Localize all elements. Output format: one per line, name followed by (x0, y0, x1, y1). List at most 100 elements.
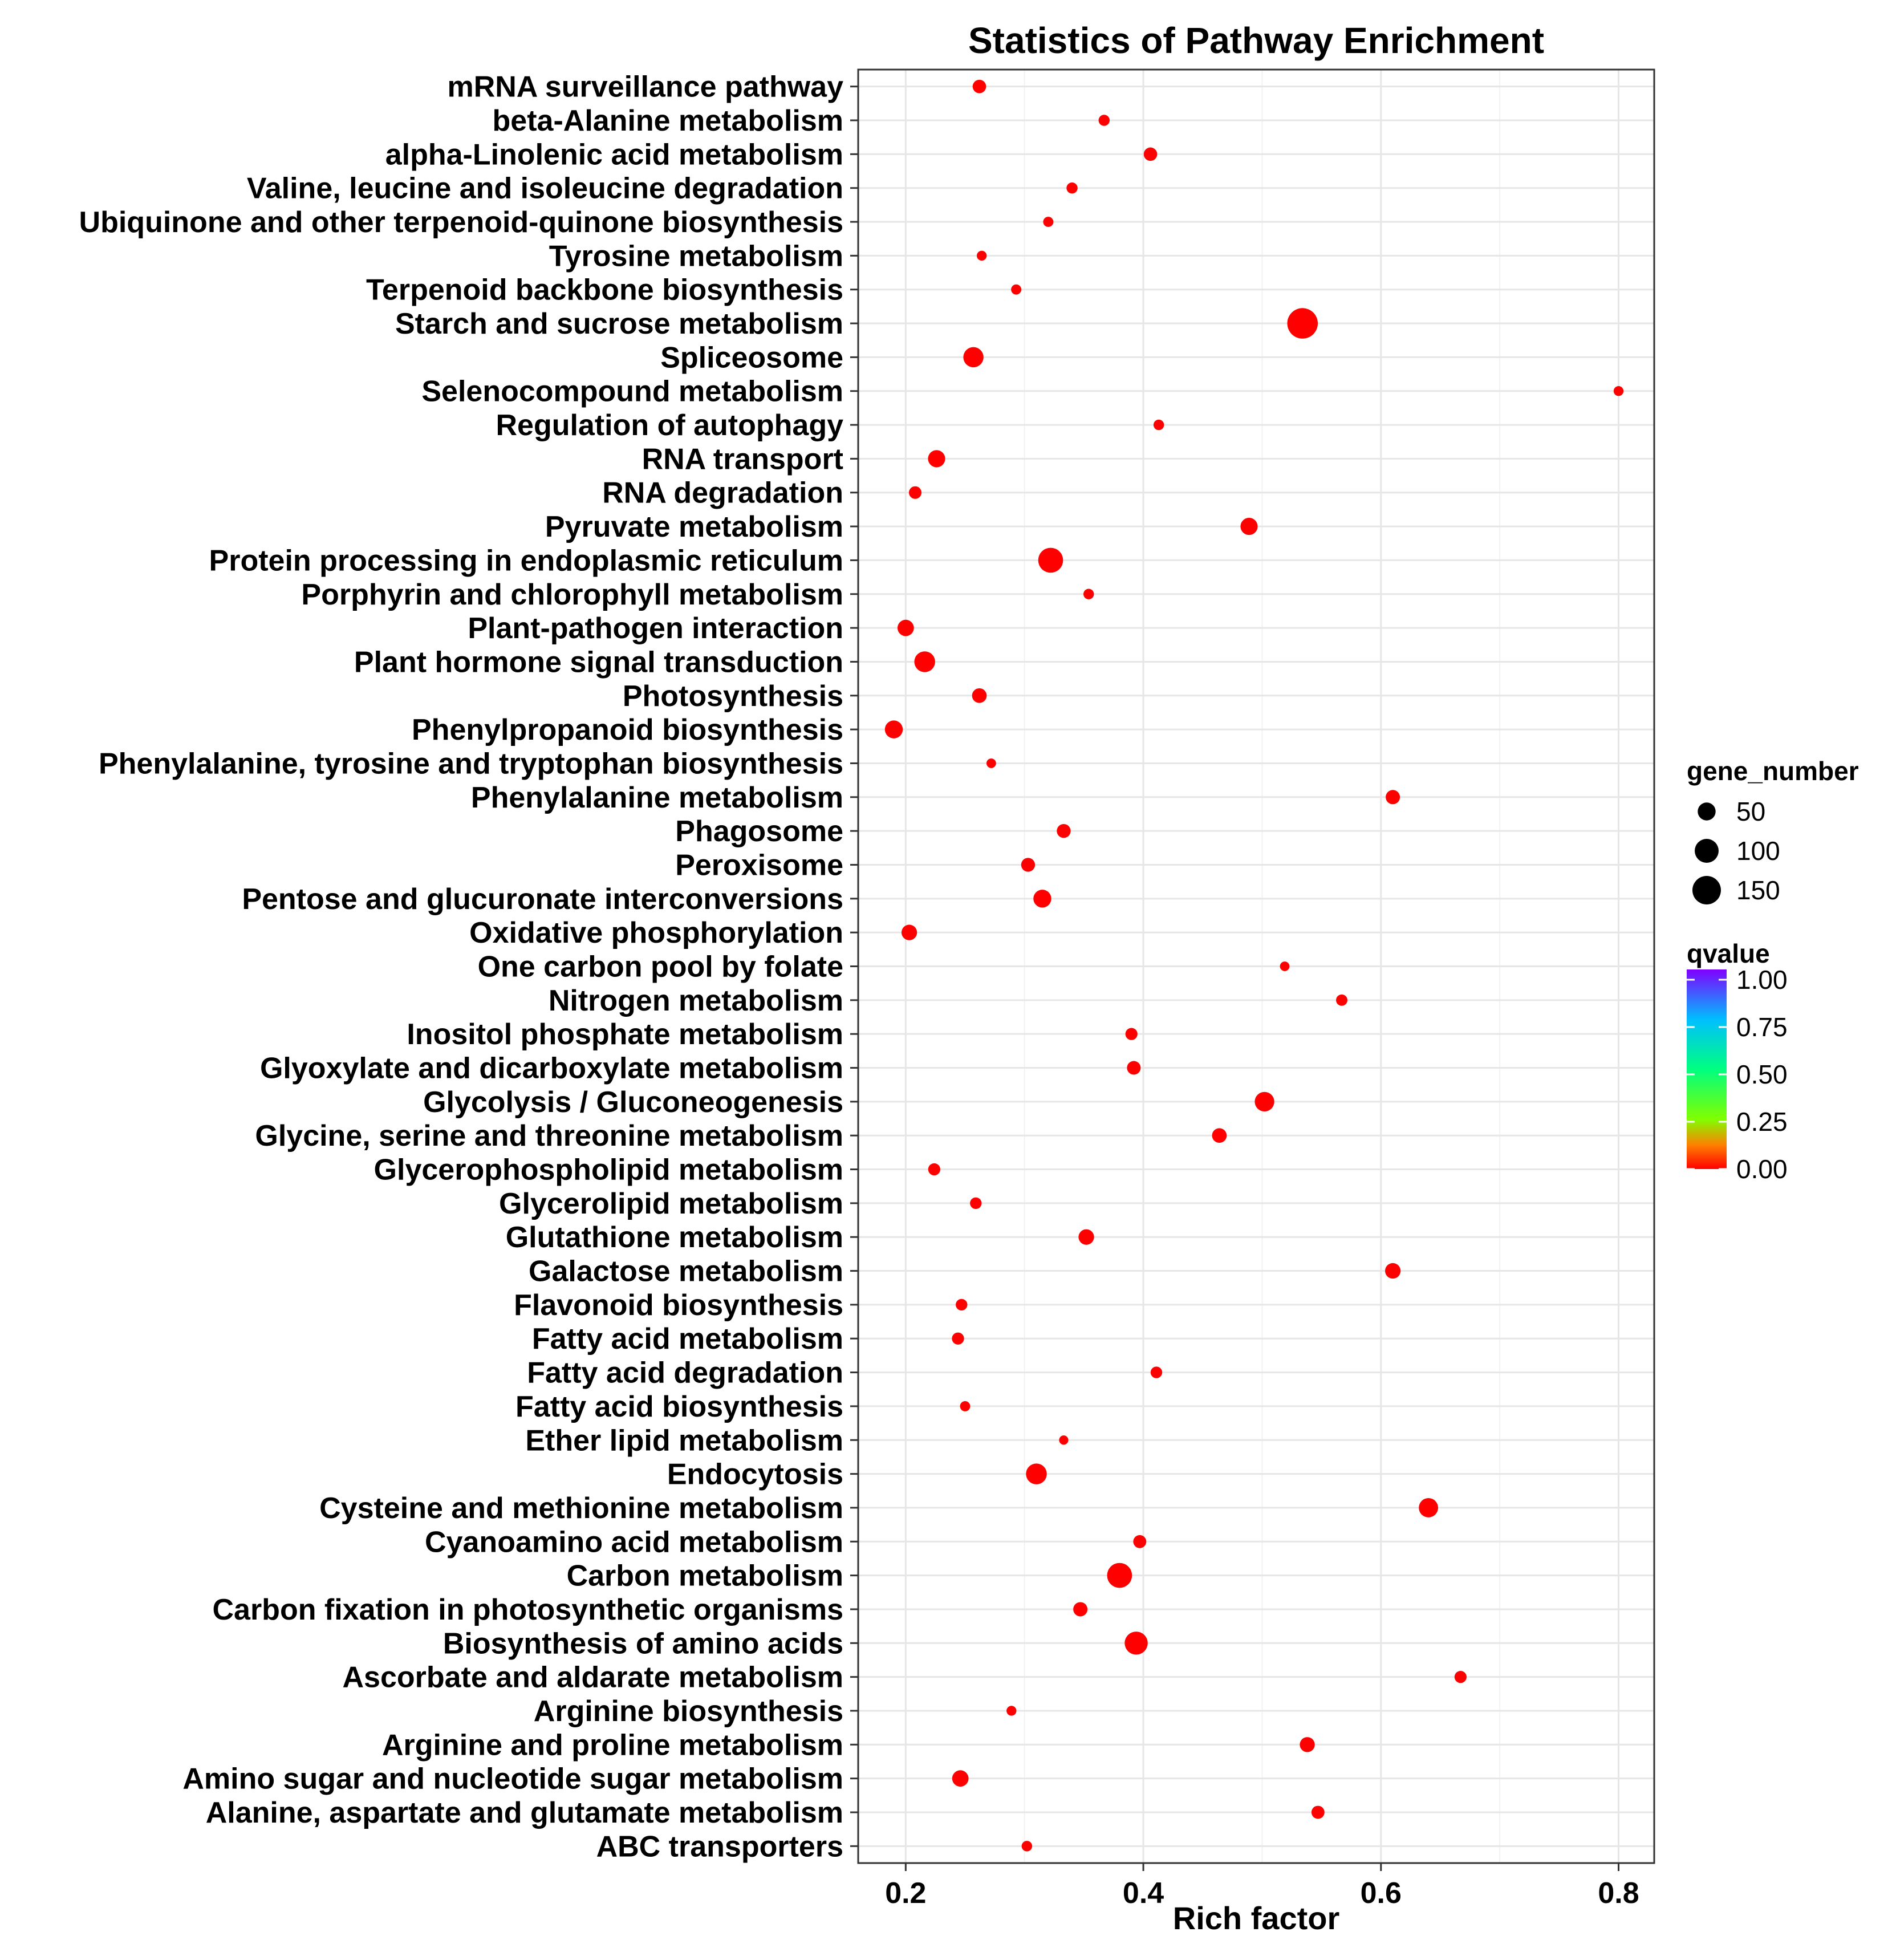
pathway-point (1386, 790, 1400, 805)
pathway-label: Glycerolipid metabolism (499, 1187, 843, 1220)
x-axis: 0.2 0.4 0.6 0.8 (885, 1863, 1639, 1910)
pathway-label: Cyanoamino acid metabolism (425, 1525, 843, 1559)
pathway-label: Photosynthesis (623, 680, 843, 713)
pathway-point (901, 924, 917, 940)
pathway-label: Ascorbate and aldarate metabolism (342, 1661, 843, 1694)
pathway-label: Endocytosis (667, 1458, 843, 1491)
pathway-label: Arginine biosynthesis (534, 1695, 843, 1728)
pathway-label: Flavonoid biosynthesis (514, 1289, 843, 1322)
pathway-label: Glycolysis / Gluconeogenesis (423, 1086, 843, 1119)
color-legend-ticks: 1.00 0.75 0.50 0.25 0.00 (1687, 965, 1788, 1184)
pathway-point (1107, 1563, 1132, 1588)
pathway-point (1300, 1737, 1315, 1752)
pathway-label: Valine, leucine and isoleucine degradati… (247, 172, 843, 205)
pathway-label: Fatty acid biosynthesis (515, 1390, 843, 1423)
pathway-label: One carbon pool by folate (478, 951, 843, 984)
pathway-label: Peroxisome (675, 849, 843, 882)
size-legend: gene_number 50 100 150 (1687, 756, 1859, 905)
pathway-point (1384, 1263, 1401, 1279)
pathway-point (1153, 419, 1164, 431)
pathway-label: Amino sugar and nucleotide sugar metabol… (182, 1763, 843, 1796)
pathway-label: alpha-Linolenic acid metabolism (385, 138, 843, 171)
pathway-label: Phagosome (675, 815, 843, 848)
pathway-point (1059, 1435, 1069, 1445)
pathway-point (1073, 1602, 1088, 1617)
size-legend-label: 50 (1736, 797, 1765, 826)
pathway-point (1280, 961, 1290, 971)
pathway-label: Phenylpropanoid biosynthesis (412, 713, 843, 746)
size-legend-dot (1695, 839, 1719, 863)
pathway-point (970, 1197, 982, 1210)
pathway-point (1021, 1841, 1033, 1852)
grid (858, 70, 1654, 1863)
pathway-point (1057, 823, 1071, 838)
colorbar-tick-label: 0.25 (1736, 1107, 1788, 1137)
qvalue-colorbar (1687, 969, 1727, 1169)
pathway-label: Starch and sucrose metabolism (395, 307, 843, 340)
pathway-point (1287, 308, 1318, 339)
color-legend: qvalue 1.00 0.75 0.50 0.25 0.00 (1687, 939, 1788, 1184)
pathway-label: Glutathione metabolism (506, 1221, 843, 1254)
pathway-point (928, 450, 945, 468)
pathway-point (1066, 182, 1078, 194)
pathway-point (1043, 217, 1054, 227)
pathway-point (1078, 1229, 1094, 1245)
size-legend-dot (1698, 802, 1716, 821)
pathway-point (952, 1770, 969, 1787)
pathway-point (977, 250, 987, 261)
pathway-point (1124, 1632, 1148, 1655)
pathway-label: Arginine and proline metabolism (382, 1728, 843, 1762)
x-tick-label: 0.4 (1123, 1877, 1164, 1910)
x-tick-label: 0.8 (1598, 1877, 1639, 1910)
colorbar-tick-label: 0.00 (1736, 1154, 1788, 1184)
pathway-label: RNA degradation (602, 477, 843, 510)
pathway-point (1011, 284, 1022, 295)
pathway-label: Glycine, serine and threonine metabolism (255, 1119, 843, 1153)
pathway-label: Glycerophospholipid metabolism (374, 1154, 843, 1187)
size-legend-dot (1692, 876, 1721, 904)
pathway-point (960, 1401, 971, 1411)
colorbar-tick-label: 0.75 (1736, 1012, 1788, 1042)
pathway-point (963, 347, 984, 368)
pathway-label: Phenylalanine metabolism (471, 781, 843, 814)
pathway-point (1127, 1061, 1141, 1075)
pathway-label: Pyruvate metabolism (545, 510, 843, 543)
pathway-label: Biosynthesis of amino acids (443, 1627, 843, 1660)
pathway-point (884, 720, 903, 738)
pathway-point (1038, 547, 1063, 573)
pathway-point (908, 486, 922, 499)
pathway-label: Nitrogen metabolism (549, 984, 843, 1017)
pathway-point (956, 1298, 968, 1311)
pathway-label: RNA transport (642, 443, 843, 476)
pathway-label: Fatty acid degradation (527, 1357, 843, 1390)
pathway-label: Phenylalanine, tyrosine and tryptophan b… (99, 747, 843, 780)
pathway-point (986, 758, 996, 768)
pathway-point (1254, 1091, 1274, 1112)
colorbar-tick-label: 0.50 (1736, 1060, 1788, 1089)
pathway-label: Spliceosome (660, 341, 843, 374)
pathway-label: Regulation of autophagy (496, 409, 843, 442)
pathway-point (972, 79, 986, 94)
x-tick-label: 0.2 (885, 1877, 926, 1910)
pathway-label: Glyoxylate and dicarboxylate metabolism (260, 1052, 843, 1085)
pathway-label: mRNA surveillance pathway (447, 71, 843, 104)
pathway-point (928, 1163, 940, 1176)
pathway-label: beta-Alanine metabolism (493, 104, 843, 137)
pathway-label: Terpenoid backbone biosynthesis (366, 274, 843, 307)
pathway-point (1098, 115, 1110, 126)
pathway-point (1240, 518, 1258, 535)
pathway-label: Plant-pathogen interaction (468, 612, 843, 645)
pathway-point (1311, 1805, 1325, 1819)
pathway-label: Carbon metabolism (567, 1560, 843, 1593)
pathway-label: Oxidative phosphorylation (469, 916, 843, 949)
pathway-label: Alanine, aspartate and glutamate metabol… (206, 1796, 843, 1829)
x-axis-title: Rich factor (1173, 1900, 1340, 1936)
pathway-label: ABC transporters (596, 1830, 843, 1863)
size-legend-label: 150 (1736, 875, 1780, 905)
pathway-point (1006, 1706, 1017, 1716)
x-tick-label: 0.6 (1361, 1877, 1402, 1910)
size-legend-title: gene_number (1687, 756, 1859, 786)
pathway-point (897, 619, 914, 636)
chart-title: Statistics of Pathway Enrichment (968, 20, 1544, 61)
